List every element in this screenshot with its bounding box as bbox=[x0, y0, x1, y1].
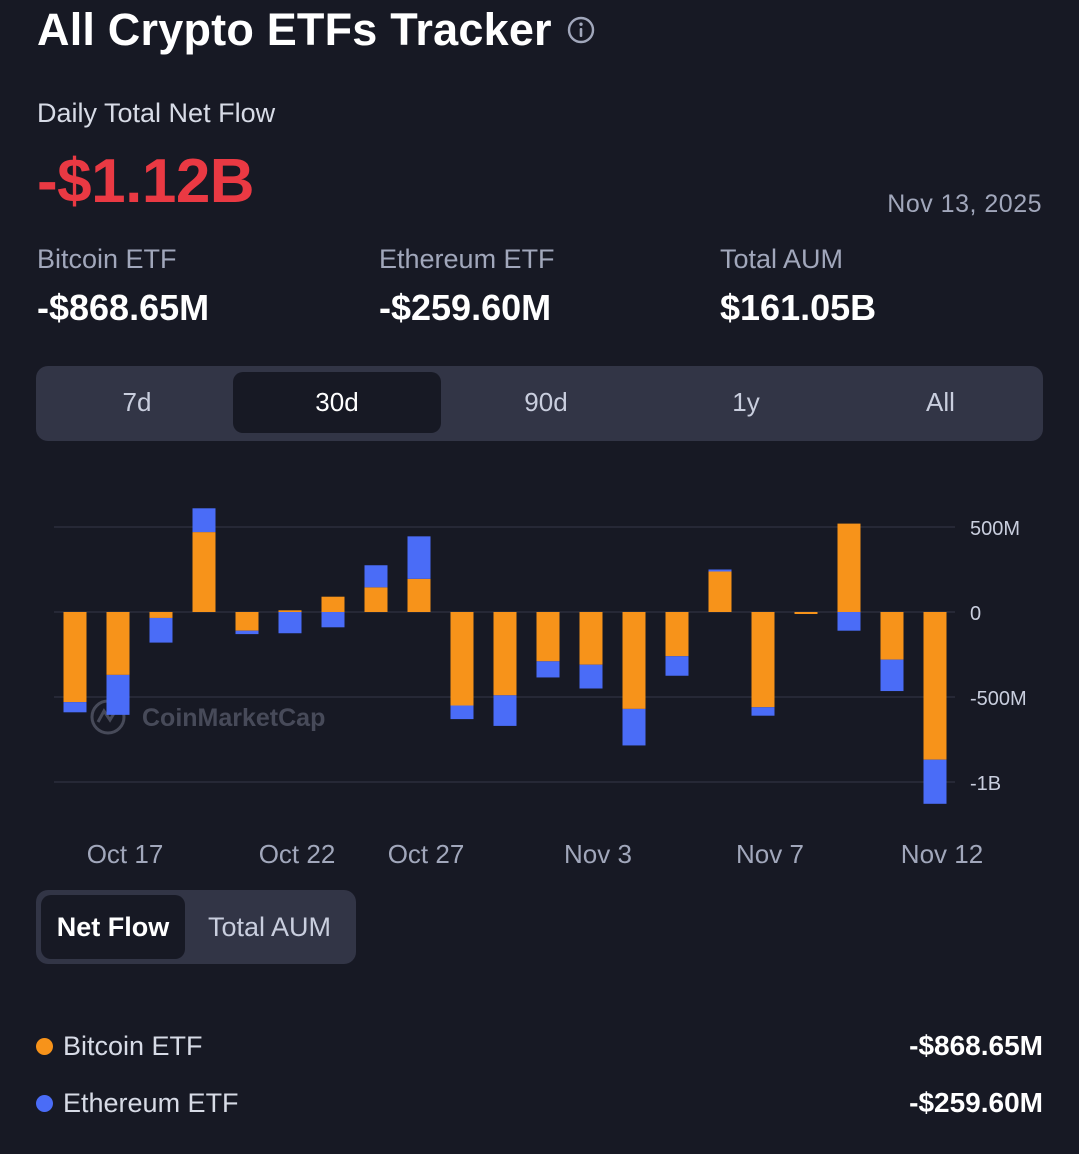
ethereum-bar[interactable] bbox=[579, 664, 603, 689]
ethereum-bar[interactable] bbox=[321, 612, 345, 628]
x-tick-label: Oct 22 bbox=[259, 839, 336, 869]
bitcoin-bar[interactable] bbox=[149, 612, 173, 618]
ethereum-bar[interactable] bbox=[450, 705, 474, 720]
date-label: Nov 13, 2025 bbox=[887, 190, 1042, 218]
bitcoin-bar[interactable] bbox=[751, 612, 775, 708]
ethereum-bar[interactable] bbox=[837, 612, 861, 631]
bitcoin-bar[interactable] bbox=[665, 612, 689, 657]
bitcoin-bar[interactable] bbox=[536, 612, 560, 662]
ethereum-bar[interactable] bbox=[751, 707, 775, 716]
daily-net-flow-value: -$1.12B bbox=[37, 147, 255, 216]
ethereum-bar[interactable] bbox=[622, 708, 646, 746]
y-tick-label: -1B bbox=[970, 773, 1001, 795]
stat-bitcoin-etf: Bitcoin ETF -$868.65M bbox=[37, 244, 209, 329]
bitcoin-bar[interactable] bbox=[364, 587, 388, 612]
stat-value: -$868.65M bbox=[37, 287, 210, 328]
x-tick-label: Oct 17 bbox=[87, 839, 164, 869]
legend-value: -$259.60M bbox=[909, 1087, 1043, 1118]
ethereum-bar[interactable] bbox=[364, 565, 388, 588]
ethereum-bar[interactable] bbox=[708, 569, 732, 572]
stat-label: Ethereum ETF bbox=[379, 244, 555, 274]
y-tick-label: 0 bbox=[970, 603, 981, 625]
page-title: All Crypto ETFs Tracker bbox=[37, 4, 552, 55]
net-flow-toggle[interactable]: Net Flow bbox=[41, 895, 185, 959]
bitcoin-bar[interactable] bbox=[579, 612, 603, 665]
time-range-tabs: 7d 30d 90d 1y All bbox=[36, 366, 1043, 441]
tab-30d[interactable]: 30d bbox=[233, 372, 441, 433]
watermark-text: CoinMarketCap bbox=[142, 704, 325, 732]
tab-7d[interactable]: 7d bbox=[122, 387, 152, 417]
bitcoin-bar[interactable] bbox=[407, 578, 431, 612]
stat-label: Bitcoin ETF bbox=[37, 244, 177, 274]
bitcoin-bar[interactable] bbox=[63, 612, 87, 703]
tab-1y[interactable]: 1y bbox=[732, 387, 760, 417]
bitcoin-bar[interactable] bbox=[450, 612, 474, 706]
info-circle-icon[interactable] bbox=[566, 15, 596, 45]
legend-bitcoin-etf: Bitcoin ETF -$868.65M bbox=[36, 1026, 1043, 1066]
stat-value: -$259.60M bbox=[379, 287, 552, 328]
ethereum-bar[interactable] bbox=[149, 617, 173, 643]
tab-90d[interactable]: 90d bbox=[524, 387, 568, 417]
net-flow-chart[interactable]: CoinMarketCap 500M 0 -500M -1B Oct 17 Oct 22… bbox=[0, 470, 1079, 880]
x-tick-label: Nov 3 bbox=[564, 839, 632, 869]
bitcoin-bar[interactable] bbox=[278, 610, 302, 613]
y-tick-label: -500M bbox=[970, 688, 1027, 710]
legend-label: Bitcoin ETF bbox=[63, 1030, 203, 1061]
bitcoin-bar[interactable] bbox=[923, 612, 947, 760]
bitcoin-bar[interactable] bbox=[794, 612, 818, 614]
stat-value: $161.05B bbox=[720, 287, 877, 328]
ethereum-bar[interactable] bbox=[278, 612, 302, 634]
bitcoin-bar[interactable] bbox=[235, 612, 259, 631]
legend-value: -$868.65M bbox=[909, 1030, 1043, 1061]
y-tick-label: 500M bbox=[970, 518, 1020, 540]
bitcoin-bar[interactable] bbox=[708, 571, 732, 612]
x-tick-label: Oct 27 bbox=[388, 839, 465, 869]
ethereum-bar[interactable] bbox=[493, 695, 517, 726]
bitcoin-bar[interactable] bbox=[880, 612, 904, 660]
ethereum-bar[interactable] bbox=[665, 656, 689, 676]
view-toggle: Net Flow Total AUM bbox=[36, 890, 356, 964]
ethereum-bar[interactable] bbox=[407, 536, 431, 579]
stat-total-aum: Total AUM $161.05B bbox=[720, 244, 876, 329]
title-row: All Crypto ETFs Tracker bbox=[37, 4, 596, 56]
total-aum-toggle[interactable]: Total AUM bbox=[207, 912, 332, 942]
x-tick-label: Nov 7 bbox=[736, 839, 804, 869]
ethereum-bar[interactable] bbox=[536, 661, 560, 678]
bitcoin-bar[interactable] bbox=[106, 612, 130, 675]
ethereum-bar[interactable] bbox=[235, 630, 259, 635]
legend-ethereum-etf: Ethereum ETF -$259.60M bbox=[36, 1083, 1043, 1123]
ethereum-bar[interactable] bbox=[106, 674, 130, 715]
bitcoin-bar[interactable] bbox=[837, 523, 861, 612]
ethereum-bar[interactable] bbox=[63, 702, 87, 713]
ethereum-bar[interactable] bbox=[923, 759, 947, 804]
ethereum-bar[interactable] bbox=[192, 508, 216, 533]
stat-ethereum-etf: Ethereum ETF -$259.60M bbox=[379, 244, 555, 329]
ethereum-dot-icon bbox=[36, 1094, 53, 1112]
coinmarketcap-watermark: CoinMarketCap bbox=[90, 699, 325, 735]
stat-label: Total AUM bbox=[720, 244, 844, 274]
daily-net-flow-label: Daily Total Net Flow bbox=[37, 98, 276, 128]
tab-all[interactable]: All bbox=[926, 387, 955, 417]
bitcoin-dot-icon bbox=[36, 1037, 53, 1055]
bitcoin-bar[interactable] bbox=[321, 596, 345, 612]
legend-label: Ethereum ETF bbox=[63, 1087, 239, 1118]
ethereum-bar[interactable] bbox=[880, 659, 904, 692]
bitcoin-bar[interactable] bbox=[493, 612, 517, 696]
bitcoin-bar[interactable] bbox=[192, 532, 216, 612]
x-tick-label: Nov 12 bbox=[901, 839, 983, 869]
bitcoin-bar[interactable] bbox=[622, 612, 646, 709]
